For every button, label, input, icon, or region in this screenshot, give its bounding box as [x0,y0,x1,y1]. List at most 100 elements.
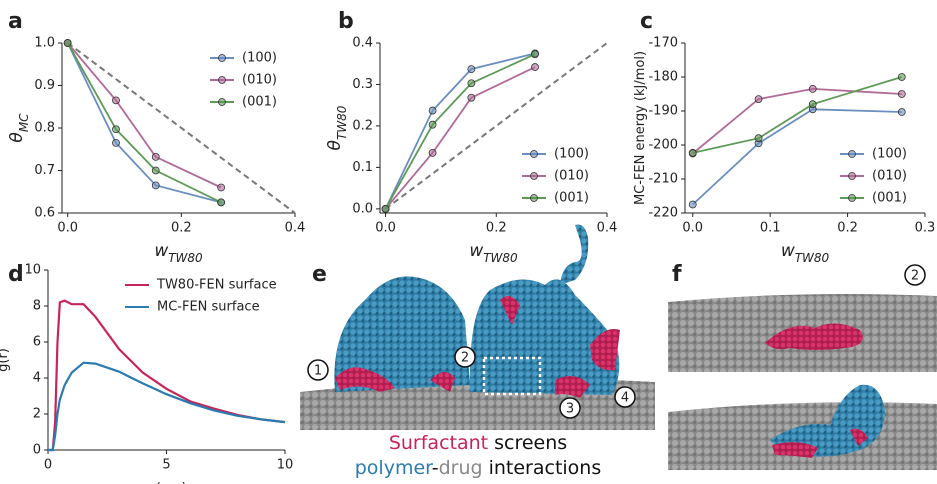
y-tick-label: 0.6 [34,206,55,221]
number-badge [307,359,329,381]
y-tick-label: -170 [648,36,678,51]
y-tick-label: 0.7 [34,163,55,178]
x-tick-label: 10 [277,458,294,473]
marker [428,106,437,115]
label-main: MC-FEN energy (kJ/mol) [633,51,648,205]
panel-label: c [640,9,653,34]
legend-marker [530,194,538,202]
caption-part: - [432,457,439,479]
label-sub: TW80 [483,251,518,265]
marker [112,125,120,134]
number-badge-label: 2 [461,351,469,366]
legend-marker [530,172,538,180]
legend-label: (100) [242,51,277,66]
legend-label: (010) [872,169,907,184]
marker [112,96,120,105]
legend-marker [530,150,538,158]
marker [467,65,476,74]
legend-label: (001) [554,191,589,206]
y-tick-label: -210 [648,172,678,187]
marker [428,148,437,157]
panel-label: e [312,262,327,287]
y-tick-label: 0.3 [352,77,373,92]
marker [808,85,817,93]
x-tick-label: 0.3 [915,221,936,236]
marker [808,100,817,109]
y-tick-label: 0 [33,443,41,458]
y-tick-label: 2 [33,407,41,422]
series-line [384,53,536,210]
marker [531,63,539,71]
y-tick-label: 0.2 [352,118,373,133]
x-axis-label: wTW80 [781,241,830,265]
x-tick-label: 0.4 [597,221,618,236]
y-tick-label: 8 [33,299,41,314]
y-tick-label: -180 [648,70,678,85]
series-line [66,42,222,189]
panel-label: d [8,262,24,287]
number-badge [454,346,476,368]
x-tick-label: 0.4 [285,221,306,236]
x-axis-label: wTW80 [154,241,203,265]
reference-line [67,42,296,214]
panel-label: a [8,9,23,34]
y-tick-label: 0.8 [34,121,55,136]
caption-line: polymer-drug interactions [355,457,602,479]
x-tick-label: 0.0 [375,221,396,236]
label-main: g(r) [0,348,11,372]
y-axis-label: θMC [7,113,31,143]
x-tick-label: 0.2 [837,221,858,236]
legend-marker [218,54,226,62]
caption-part: polymer [355,457,433,479]
x-tick-label: 0.0 [682,221,703,236]
series-line [692,87,902,155]
x-tick-label: 0.2 [171,221,192,236]
label-sub: TW80 [795,251,830,265]
md-snapshot-e [300,224,655,430]
series-line [48,299,286,452]
number-badge-label: 4 [621,391,629,406]
label-main: w [154,241,168,261]
marker [754,134,763,143]
legend-label: (100) [872,147,907,162]
caption-part: drug [439,457,483,479]
x-tick-label: 0.2 [486,221,507,236]
series-line [66,42,222,204]
legend-label: TW80-FEN surface [156,278,277,293]
number-badge-label: 2 [911,269,919,284]
label-main: θ [325,139,345,150]
number-badge [614,386,636,408]
y-tick-label: 0.4 [352,36,373,51]
number-badge [559,397,581,419]
marker [151,181,160,190]
x-axis-label: wTW80 [469,241,518,265]
series-line [692,76,903,154]
caption-part: interactions [489,457,602,479]
y-tick-label: 10 [24,263,41,278]
number-badge-label: 1 [314,364,322,379]
label-main: w [469,241,483,261]
marker [151,152,160,161]
y-tick-label: 6 [33,335,41,350]
y-tick-label: 0.0 [352,201,373,216]
marker [217,183,226,192]
marker [688,200,697,209]
legend-label: (010) [554,169,589,184]
legend-marker [848,172,856,180]
y-tick-label: 0.9 [34,78,55,93]
marker [151,166,160,175]
y-axis-label: MC-FEN energy (kJ/mol) [633,51,648,205]
y-axis-label: θTW80 [325,105,349,150]
label-main: w [781,241,795,261]
md-snapshot-f [668,294,937,470]
y-tick-label: 1.0 [34,36,55,51]
marker [467,93,476,102]
legend-label: (100) [554,147,589,162]
marker [63,39,72,47]
label-main: θ [7,132,27,143]
marker [381,204,390,213]
y-tick-label: 4 [33,371,41,386]
series-line [384,66,536,210]
x-axis-label: r (nm) [146,481,187,484]
